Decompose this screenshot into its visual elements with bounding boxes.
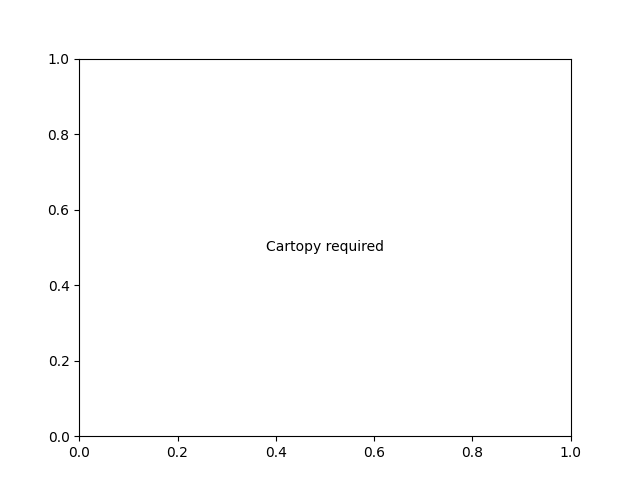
Text: Cartopy required: Cartopy required — [266, 241, 384, 254]
